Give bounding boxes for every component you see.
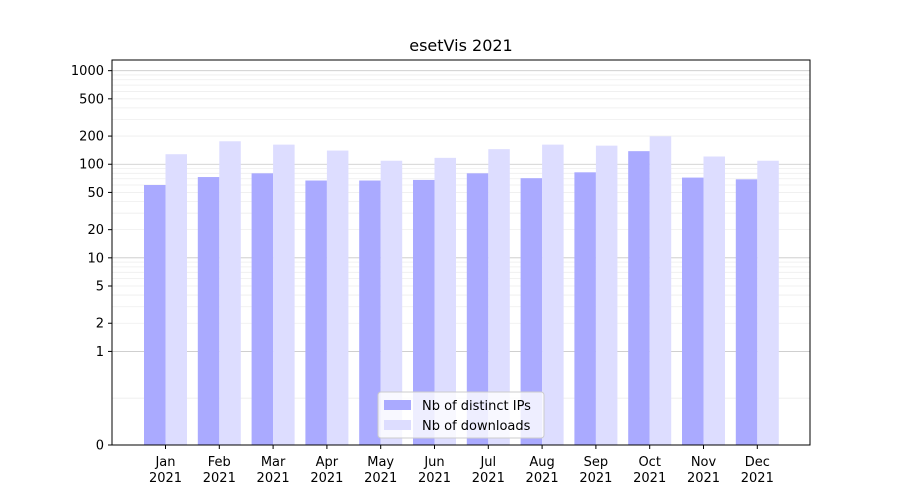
bar-distinct-ips [359, 180, 381, 446]
x-tick-label: Oct 2021 [633, 455, 666, 486]
legend-swatch [384, 420, 411, 430]
x-tick-label: Aug 2021 [526, 455, 559, 486]
bar-distinct-ips [305, 180, 327, 446]
x-tick-label: Feb 2021 [203, 455, 236, 486]
bar-downloads [703, 156, 725, 446]
chart-title: esetVis 2021 [409, 36, 512, 55]
x-tick-label: Jul 2021 [472, 455, 505, 486]
legend-label: Nb of downloads [422, 419, 531, 434]
bar-downloads [488, 149, 510, 445]
bar-downloads [542, 144, 564, 445]
bar-distinct-ips [466, 173, 489, 445]
legend-swatch [384, 400, 411, 410]
bar-downloads [326, 150, 349, 445]
x-tick-label: Nov 2021 [687, 455, 720, 486]
y-tick-label: 1000 [71, 64, 104, 79]
y-tick-label: 0 [96, 439, 104, 454]
y-tick-label: 5 [96, 280, 104, 295]
bar-distinct-ips [682, 177, 704, 446]
bar-distinct-ips [735, 179, 758, 445]
y-tick-label: 500 [79, 92, 104, 107]
x-tick-label: Mar 2021 [257, 455, 290, 486]
legend: Nb of distinct IPs Nb of downloads [377, 391, 545, 439]
bar-distinct-ips [197, 177, 220, 446]
bar-downloads [434, 157, 456, 446]
bars [144, 136, 779, 446]
x-tick-label: Sep 2021 [579, 455, 612, 486]
y-tick-label: 10 [87, 251, 104, 266]
y-tick-label: 200 [79, 130, 104, 145]
x-tick-label: Dec 2021 [741, 455, 774, 486]
y-tick-label: 100 [79, 158, 104, 173]
bar-downloads [380, 160, 403, 446]
bar-downloads [219, 141, 241, 446]
legend-box [377, 391, 545, 439]
x-tick-label: Apr 2021 [310, 455, 343, 486]
x-axis: Jan 2021 Feb 2021 Mar 2021 Apr 2021 May 2021 Jun 20… [149, 445, 774, 486]
bar-distinct-ips [628, 151, 650, 446]
bar-distinct-ips [574, 172, 596, 446]
bar-distinct-ips [144, 185, 166, 445]
bar-distinct-ips [413, 179, 435, 445]
y-tick-label: 2 [96, 317, 104, 332]
bar-distinct-ips [251, 173, 274, 445]
bar-distinct-ips [520, 178, 543, 445]
legend-label: Nb of distinct IPs [422, 399, 531, 414]
bar-downloads [165, 154, 187, 446]
y-tick-label: 1 [96, 345, 104, 360]
x-tick-label: May 2021 [364, 455, 397, 486]
bar-downloads [649, 136, 672, 446]
y-axis: 0 1 2 5 10 20 50 100 200 500 1000 [71, 64, 112, 454]
x-tick-label: Jan 2021 [149, 455, 182, 486]
plot-frame [111, 59, 811, 446]
y-tick-label: 20 [87, 223, 104, 238]
bar-downloads [273, 144, 295, 445]
y-tick-label: 50 [87, 186, 104, 201]
bar-downloads [595, 145, 618, 445]
x-tick-label: Jun 2021 [418, 455, 451, 486]
bar-downloads [757, 160, 779, 446]
